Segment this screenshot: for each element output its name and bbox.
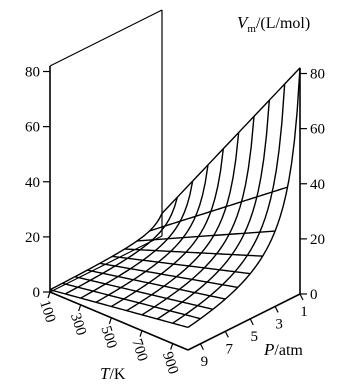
z-axis-title: Vm/(L/mol)	[237, 13, 310, 35]
T-axis-title: T/K	[100, 364, 126, 383]
P-tick-label-9: 9	[201, 354, 209, 370]
mesh-line-T-5	[110, 148, 225, 308]
mesh-line-P-7	[87, 269, 226, 300]
T-axis-line	[49, 291, 189, 351]
z-tick-label-right-40: 40	[310, 177, 325, 193]
axis-ticks	[43, 70, 307, 351]
chart-box-frame	[49, 9, 301, 351]
P-tick-9	[199, 343, 204, 351]
mesh-line-T-2	[64, 197, 179, 295]
mesh-line-T-1	[49, 213, 163, 291]
T-tick-700	[139, 330, 143, 337]
T-tick-label-700: 700	[128, 337, 150, 363]
axis-labels: 0 0 20 20 40 40 60 60 80 80 100 300 500 700 900 1 3 57 9 Vm…	[25, 13, 325, 383]
z-tick-label-left-20: 20	[25, 230, 40, 246]
mesh-line-P-6	[99, 262, 238, 289]
P-tick-label-5: 5	[250, 329, 258, 345]
P-axis-line	[187, 293, 301, 351]
mesh-line-P-2	[149, 186, 288, 232]
mesh-line-T-7	[141, 116, 255, 316]
z-tick-label-left-40: 40	[25, 175, 40, 191]
P-axis-title-unit: /atm	[274, 342, 303, 359]
mesh-line-T-3	[80, 180, 194, 299]
z-tick-label-left-80: 80	[25, 65, 40, 81]
T-tick-900	[170, 343, 174, 350]
P-tick-7	[224, 331, 229, 338]
mesh-line-P-4	[124, 248, 263, 257]
mesh-line-T-8	[156, 100, 271, 320]
P-tick-5	[249, 318, 254, 326]
P-axis-title-symbol: P	[263, 340, 274, 359]
T-tick-label-900: 900	[159, 350, 181, 376]
mesh-line-T-4	[95, 164, 209, 303]
mesh-line-T-10	[187, 67, 301, 328]
mesh-line-T-6	[126, 132, 240, 312]
box-top-left-edge	[49, 9, 163, 67]
z-tick-label-left-60: 60	[25, 120, 40, 136]
z-axis-title-symbol: V	[237, 13, 250, 32]
mesh-line-T-9	[172, 83, 286, 324]
T-axis-title-symbol: T	[100, 364, 111, 383]
T-tick-500	[108, 317, 112, 324]
T-tick-label-300: 300	[67, 311, 89, 337]
T-tick-300	[78, 304, 82, 312]
z-tick-label-right-20: 20	[310, 232, 325, 248]
P-tick-1	[299, 293, 304, 301]
z-axis-title-unit: /(L/mol)	[256, 15, 310, 32]
surface-mesh	[49, 67, 301, 329]
P-axis-title: P/atm	[263, 340, 303, 359]
T-axis-title-unit: /K	[109, 366, 125, 383]
z-tick-label-right-60: 60	[310, 122, 325, 138]
P-tick-label-1: 1	[300, 304, 308, 320]
mesh-line-P-8	[74, 276, 214, 310]
T-tick-label-100: 100	[36, 298, 58, 324]
mesh-line-P-10	[49, 289, 189, 329]
T-tick-label-500: 500	[97, 324, 119, 350]
mesh-line-P-3	[137, 230, 276, 242]
z-axis-title-subscript: m	[247, 23, 256, 35]
z-tick-label-right-0: 0	[310, 287, 318, 303]
mesh-line-P-5	[112, 255, 251, 275]
mesh-line-P-9	[62, 282, 201, 320]
T-tick-100	[47, 291, 51, 299]
P-tick-label-3: 3	[275, 316, 283, 332]
z-tick-label-right-80: 80	[310, 67, 325, 83]
z-tick-label-left-0: 0	[33, 285, 41, 301]
mesh-line-P-1	[161, 67, 301, 214]
P-tick-3	[274, 306, 279, 313]
P-tick-label-7: 7	[226, 341, 234, 357]
